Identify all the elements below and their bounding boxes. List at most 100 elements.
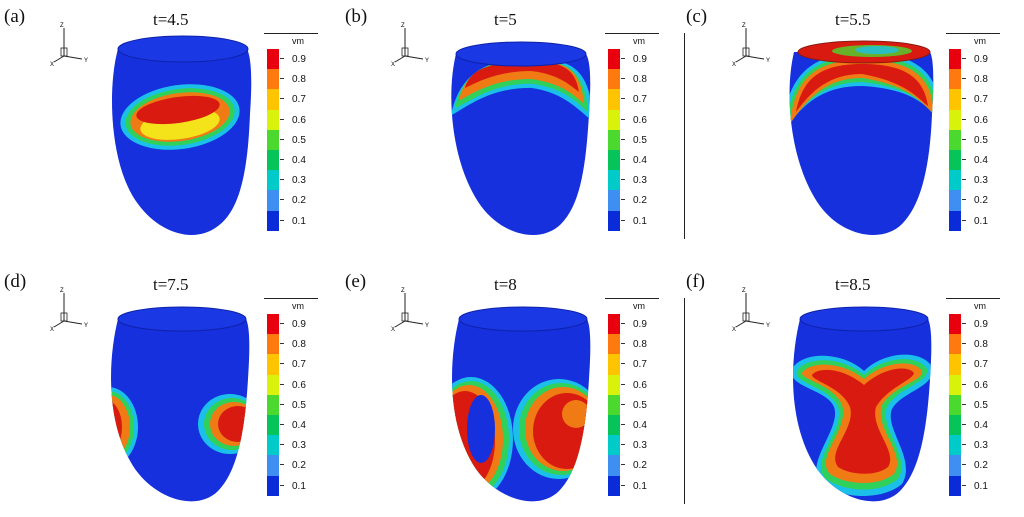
colorbar-tick-label: 0.7 xyxy=(292,359,306,371)
colorbar-side-line xyxy=(684,298,685,504)
colorbar-tick-label: 0.3 xyxy=(974,175,988,187)
colorbar-tick-label: 0.3 xyxy=(292,175,306,187)
colorbar-tick-mark xyxy=(621,118,625,120)
colorbar-tick-mark xyxy=(621,444,625,446)
colorbar-side-line xyxy=(684,33,685,239)
colorbar-swatches xyxy=(267,49,279,231)
colorbar-tick-mark xyxy=(962,78,966,80)
colorbar-swatch xyxy=(608,210,620,231)
colorbar-swatch xyxy=(608,49,620,70)
colorbar-swatch xyxy=(949,414,961,436)
svg-text:Z: Z xyxy=(742,23,746,29)
colorbar-swatch xyxy=(949,170,961,191)
axes-triad-icon: Z X Y xyxy=(50,288,88,333)
colorbar-tick-label: 0.9 xyxy=(974,319,988,330)
colorbar-swatch xyxy=(267,89,279,110)
colorbar-tick-mark xyxy=(280,179,284,181)
colorbar-title: vm xyxy=(292,301,304,311)
colorbar-tick-mark xyxy=(962,423,966,425)
colorbar-tick-mark xyxy=(621,158,625,160)
colorbar-tick-label: 0.3 xyxy=(633,175,647,187)
colorbar: vm 0.9 0.8 0.7 0.6 0.5 0.4 0.3 0.2 0.1 xyxy=(944,25,1024,240)
colorbar-swatches xyxy=(949,49,961,231)
axes-triad-icon: Z X Y xyxy=(391,23,429,68)
colorbar-tick-label: 0.5 xyxy=(974,134,988,146)
colorbar-tick-label: 0.6 xyxy=(292,114,306,126)
colorbar-tick-mark xyxy=(962,199,966,201)
svg-text:Y: Y xyxy=(766,323,770,329)
colorbar-tick-label: 0.1 xyxy=(292,480,306,492)
colorbar: vm 0.9 0.8 0.7 0.6 0.5 0.4 0.3 0.2 0.1 xyxy=(944,290,1024,505)
svg-text:Z: Z xyxy=(60,288,64,294)
colorbar-tick-mark xyxy=(621,363,625,365)
colorbar-tick-label: 0.8 xyxy=(974,339,988,351)
colorbar-tick-mark xyxy=(280,403,284,405)
colorbar-swatch xyxy=(949,435,961,456)
colorbar-top-line xyxy=(264,33,318,34)
colorbar-tick-mark xyxy=(280,199,284,201)
colorbar-tick-label: 0.7 xyxy=(633,359,647,371)
colorbar-tick-mark xyxy=(621,343,625,345)
colorbar-swatch xyxy=(949,190,961,211)
panel-label: (f) xyxy=(686,271,705,292)
colorbar: vm 0.9 0.8 0.7 0.6 0.5 0.4 0.3 0.2 0.1 xyxy=(262,25,342,240)
colorbar-swatch xyxy=(267,455,279,476)
colorbar-top-line xyxy=(605,298,659,299)
svg-text:Z: Z xyxy=(60,23,64,29)
colorbar-swatch xyxy=(267,374,279,395)
axes-triad-icon: Z X Y xyxy=(50,23,88,68)
colorbar-title: vm xyxy=(974,301,986,311)
colorbar-tick-mark xyxy=(280,423,284,425)
colorbar-tick-label: 0.7 xyxy=(974,359,988,371)
colorbar-tick-label: 0.3 xyxy=(292,440,306,452)
colorbar-tick-label: 0.6 xyxy=(974,114,988,126)
colorbar-tick-mark xyxy=(962,118,966,120)
colorbar-swatch xyxy=(949,49,961,70)
colorbar-swatch xyxy=(949,149,961,171)
colorbar-tick-mark xyxy=(621,138,625,140)
colorbar-swatch xyxy=(608,334,620,355)
colorbar-title: vm xyxy=(633,301,645,311)
colorbar-tick-label: 0.9 xyxy=(974,54,988,65)
colorbar-tick-mark xyxy=(621,323,625,324)
panel-e: (e) t=8 Z X Y vm 0.9 0 xyxy=(341,265,685,517)
colorbar-tick-mark xyxy=(962,444,966,446)
colorbar-tick-mark xyxy=(962,58,966,59)
colorbar-swatch xyxy=(267,210,279,231)
colorbar-swatch xyxy=(949,69,961,90)
colorbar-tick-mark xyxy=(962,484,966,486)
colorbar-swatch xyxy=(267,475,279,496)
colorbar-tick-label: 0.2 xyxy=(633,460,647,472)
colorbar-tick-label: 0.5 xyxy=(633,134,647,146)
panel-f: (f) t=8.5 Z X Y vm 0.9 0.8 0.7 0.6 0.5 0.4 0.3… xyxy=(682,265,1023,517)
svg-text:Y: Y xyxy=(425,58,429,64)
colorbar-tick-mark xyxy=(621,403,625,405)
colorbar-swatch xyxy=(608,455,620,476)
colorbar-top-line xyxy=(264,298,318,299)
colorbar-tick-mark xyxy=(962,363,966,365)
colorbar-swatch xyxy=(608,129,620,150)
colorbar-swatch xyxy=(608,190,620,211)
colorbar-swatches xyxy=(608,314,620,496)
colorbar-tick-mark xyxy=(962,403,966,405)
colorbar-tick-mark xyxy=(280,158,284,160)
colorbar-tick-mark xyxy=(962,343,966,345)
colorbar-tick-mark xyxy=(621,98,625,100)
colorbar-tick-label: 0.2 xyxy=(292,460,306,472)
colorbar-swatch xyxy=(608,475,620,496)
time-label: t=7.5 xyxy=(153,275,189,294)
colorbar-tick-mark xyxy=(621,464,625,466)
colorbar-swatch xyxy=(267,149,279,171)
colorbar-tick-mark xyxy=(962,323,966,324)
colorbar-title: vm xyxy=(974,36,986,46)
colorbar-tick-mark xyxy=(280,383,284,385)
colorbar-swatch xyxy=(949,475,961,496)
svg-text:X: X xyxy=(732,62,736,68)
colorbar-tick-mark xyxy=(280,78,284,80)
colorbar-tick-label: 0.4 xyxy=(292,154,306,166)
colorbar-swatch xyxy=(267,414,279,436)
heart-model xyxy=(451,41,591,236)
colorbar-tick-label: 0.4 xyxy=(974,154,988,166)
colorbar-tick-label: 0.8 xyxy=(974,74,988,86)
svg-text:X: X xyxy=(391,62,395,68)
